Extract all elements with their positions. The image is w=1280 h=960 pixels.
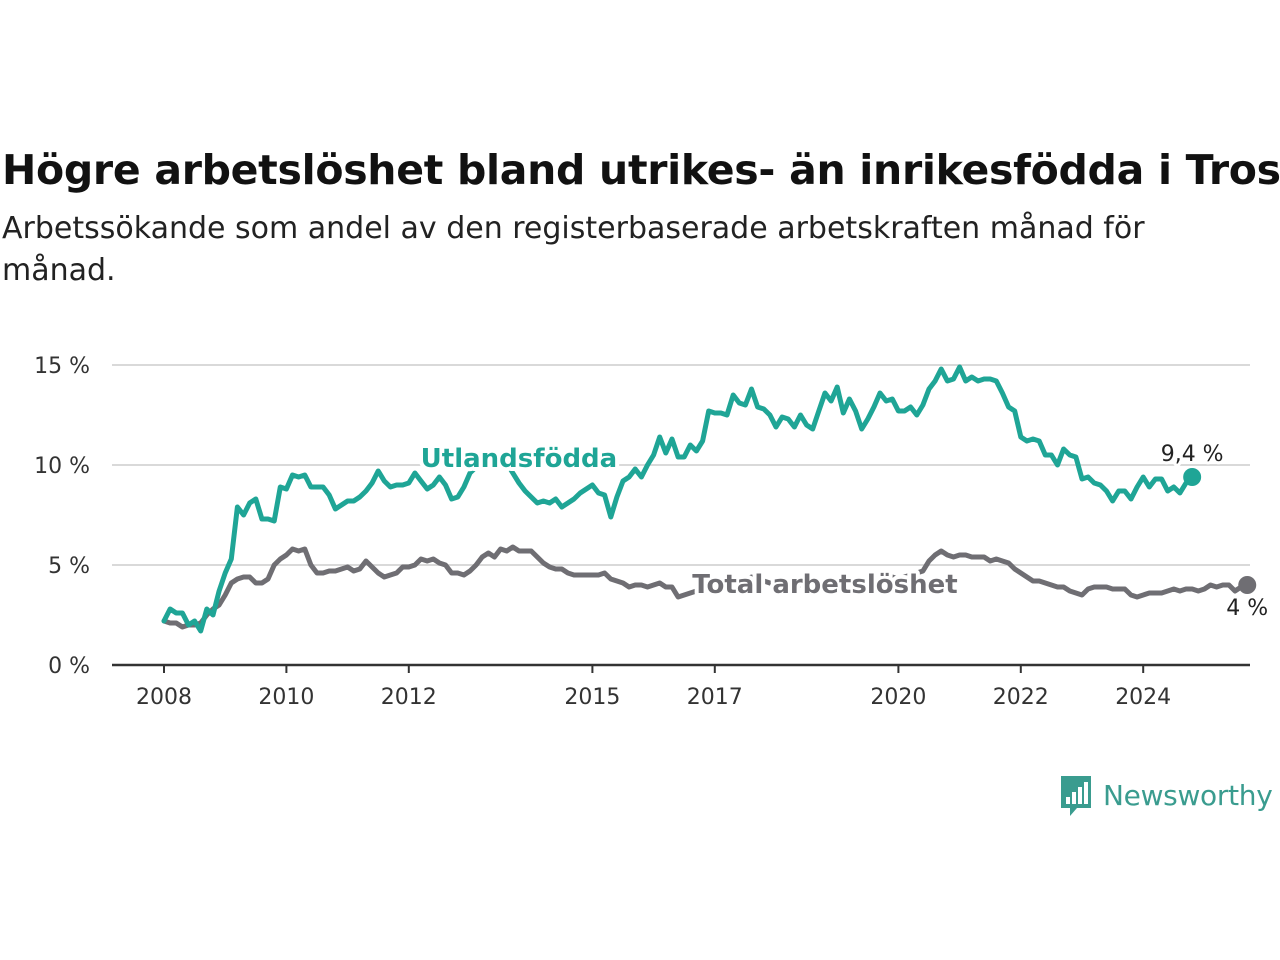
series-label-utlandsf-dda: Utlandsfödda (421, 444, 618, 474)
brand-name: Newsworthy (1103, 778, 1273, 812)
series-lines (161, 364, 1257, 634)
end-point-utlandsf-dda (1183, 468, 1202, 486)
x-tick-label: 2015 (564, 685, 620, 710)
series-line-total-arbetsl-shet (161, 544, 1250, 630)
series-line-utlandsf-dda (161, 364, 1195, 634)
x-tick-label: 2008 (136, 685, 192, 710)
x-tick-label: 2024 (1115, 685, 1171, 710)
y-tick-label: 10 % (34, 454, 90, 479)
grid-lines (112, 364, 1250, 667)
chart-subtitle: Arbetssökande som andel av den registerb… (2, 211, 1145, 288)
y-tick-label: 5 % (48, 554, 90, 579)
x-tick-label: 2012 (381, 685, 437, 710)
series-labels: 9,4 % 4 % Utlandsfödda Total arbetslöshet (417, 439, 1272, 624)
end-value-label: 9,4 % (1161, 442, 1224, 467)
end-value-label: 4 % (1226, 596, 1268, 621)
newsworthy-logo-icon (1061, 776, 1091, 816)
x-tick-label: 2017 (687, 685, 743, 710)
y-tick-label: 0 % (48, 654, 90, 679)
x-tick-label: 2020 (870, 685, 926, 710)
series-label-total-arbetsl-shet: Total arbetslöshet (692, 570, 957, 600)
x-tick-label: 2010 (258, 685, 314, 710)
chart-title: Högre arbetslöshet bland utrikes- än inr… (2, 146, 1280, 194)
y-tick-label: 15 % (34, 354, 90, 379)
end-point-total-arbetsl-shet (1238, 576, 1257, 594)
newsworthy-brand: Newsworthy (1059, 772, 1273, 818)
y-axis-ticks: 0 % 5 % 10 % 15 % (34, 354, 90, 679)
x-tick-label: 2022 (993, 685, 1049, 710)
x-axis-ticks: 2008 2010 2012 2015 2017 2020 2022 2024 (136, 665, 1171, 710)
